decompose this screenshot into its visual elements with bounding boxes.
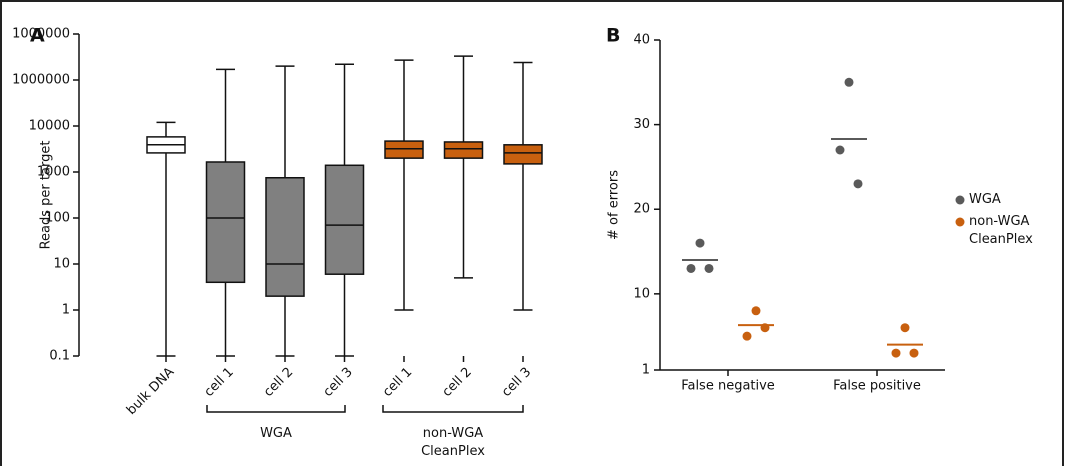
y-tick-label: 10 bbox=[53, 257, 70, 272]
box bbox=[324, 164, 365, 275]
y-tick-label: 1 bbox=[62, 303, 70, 318]
x-tick-label: cell 1 bbox=[202, 365, 237, 400]
group-bracket bbox=[382, 405, 524, 413]
point bbox=[909, 348, 919, 358]
y-tick-label: 1000 bbox=[37, 165, 70, 180]
point bbox=[686, 263, 696, 273]
point bbox=[751, 306, 761, 316]
y-tick-label: 20 bbox=[633, 202, 650, 217]
x-tick-label: cell 1 bbox=[380, 365, 415, 400]
point bbox=[844, 77, 854, 87]
point bbox=[900, 323, 910, 333]
y-tick-label: 10 bbox=[633, 286, 650, 301]
y-tick-label: 30 bbox=[633, 117, 650, 132]
x-tick-label: cell 2 bbox=[261, 365, 296, 400]
y-tick-label: 100 bbox=[45, 211, 70, 226]
x-tick-label: False negative bbox=[681, 379, 775, 394]
point bbox=[695, 238, 705, 248]
panel-letter: A bbox=[30, 25, 45, 47]
y-axis-title: # of errors bbox=[607, 170, 622, 240]
panel-letter: B bbox=[606, 25, 620, 47]
y-tick-label: 1 bbox=[642, 363, 650, 378]
x-tick-label: cell 3 bbox=[321, 365, 356, 400]
y-tick-label: 0.1 bbox=[49, 349, 70, 364]
y-tick-label: 10000 bbox=[29, 119, 70, 134]
x-tick-label: bulk DNA bbox=[124, 365, 177, 418]
box bbox=[503, 144, 543, 165]
x-tick-label: cell 3 bbox=[499, 365, 534, 400]
group-label: non-WGA CleanPlex bbox=[421, 426, 485, 459]
x-tick-label: False positive bbox=[833, 379, 921, 394]
box bbox=[205, 161, 246, 284]
point bbox=[742, 331, 752, 341]
y-tick-label: 1000000 bbox=[12, 27, 70, 42]
point bbox=[853, 179, 863, 189]
legend-marker bbox=[955, 195, 965, 205]
legend-marker bbox=[955, 217, 965, 227]
legend-label: non-WGA CleanPlex bbox=[969, 214, 1033, 247]
legend-label: WGA bbox=[969, 192, 1001, 207]
y-tick-label: 1000000 bbox=[12, 73, 70, 88]
point bbox=[835, 145, 845, 155]
y-tick-label: 40 bbox=[633, 33, 650, 48]
point bbox=[891, 348, 901, 358]
box bbox=[443, 141, 484, 159]
box bbox=[265, 176, 305, 297]
point bbox=[704, 263, 714, 273]
group-bracket bbox=[206, 405, 346, 413]
y-axis-title: Reads per target bbox=[39, 141, 54, 250]
box bbox=[384, 140, 424, 159]
group-label: WGA bbox=[260, 426, 292, 441]
x-tick-label: cell 2 bbox=[440, 365, 475, 400]
